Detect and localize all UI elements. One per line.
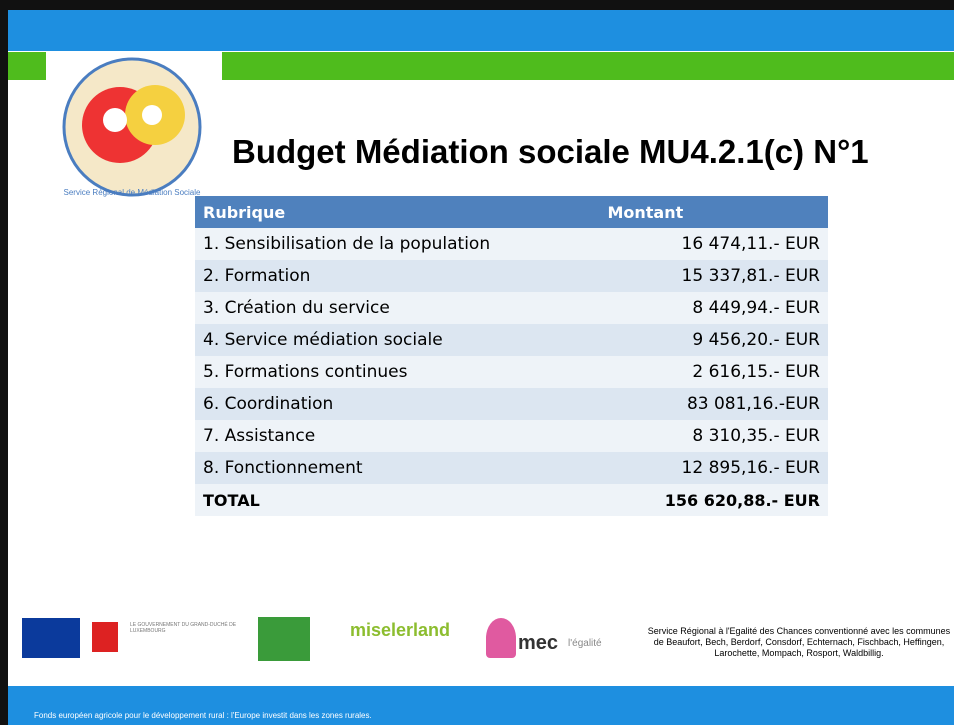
amount: 15 337,81.- EUR — [599, 260, 828, 292]
miselerland-logo: miselerland — [350, 620, 450, 641]
slide: Service Régional de Médiation Sociale Bu… — [0, 0, 954, 725]
amount: 12 895,16.- EUR — [599, 452, 828, 484]
green-bar — [222, 52, 954, 80]
label: 5. Formations continues — [195, 356, 599, 388]
mec-logo: mec — [518, 632, 558, 655]
label: 1. Sensibilisation de la population — [195, 228, 599, 260]
gov-logo: LE GOUVERNEMENT DU GRAND-DUCHÉ DE LUXEMB… — [130, 622, 250, 634]
column-header: Montant — [599, 196, 828, 228]
leader-logo — [258, 617, 310, 661]
total-label: TOTAL — [195, 484, 599, 516]
label: 6. Coordination — [195, 388, 599, 420]
amount: 9 456,20.- EUR — [599, 324, 828, 356]
lux-lion — [92, 622, 118, 652]
amount: 8 449,94.- EUR — [599, 292, 828, 324]
frame-top — [0, 0, 954, 10]
eu-flag — [22, 618, 80, 658]
mec-sub: l'égalité — [568, 638, 602, 649]
top-bar — [8, 10, 954, 51]
label: 3. Création du service — [195, 292, 599, 324]
amount: 2 616,15.- EUR — [599, 356, 828, 388]
label: 7. Assistance — [195, 420, 599, 452]
title: Budget Médiation sociale MU4.2.1(c) N°1 — [232, 133, 869, 171]
total-amount: 156 620,88.- EUR — [599, 484, 828, 516]
label: 8. Fonctionnement — [195, 452, 599, 484]
label: 4. Service médiation sociale — [195, 324, 599, 356]
logo: Service Régional de Médiation Sociale — [40, 55, 230, 205]
amount: 8 310,35.- EUR — [599, 420, 828, 452]
logo-text: Service Régional de Médiation Sociale — [64, 188, 202, 197]
frame-left — [0, 0, 8, 725]
label: 2. Formation — [195, 260, 599, 292]
amount: 16 474,11.- EUR — [599, 228, 828, 260]
column-header: Rubrique — [195, 196, 599, 228]
bottom-text: Fonds européen agricole pour le développ… — [34, 711, 372, 720]
mec-icon — [486, 618, 516, 658]
footer-note: Service Régional à l'Egalité des Chances… — [646, 626, 952, 659]
amount: 83 081,16.-EUR — [599, 388, 828, 420]
